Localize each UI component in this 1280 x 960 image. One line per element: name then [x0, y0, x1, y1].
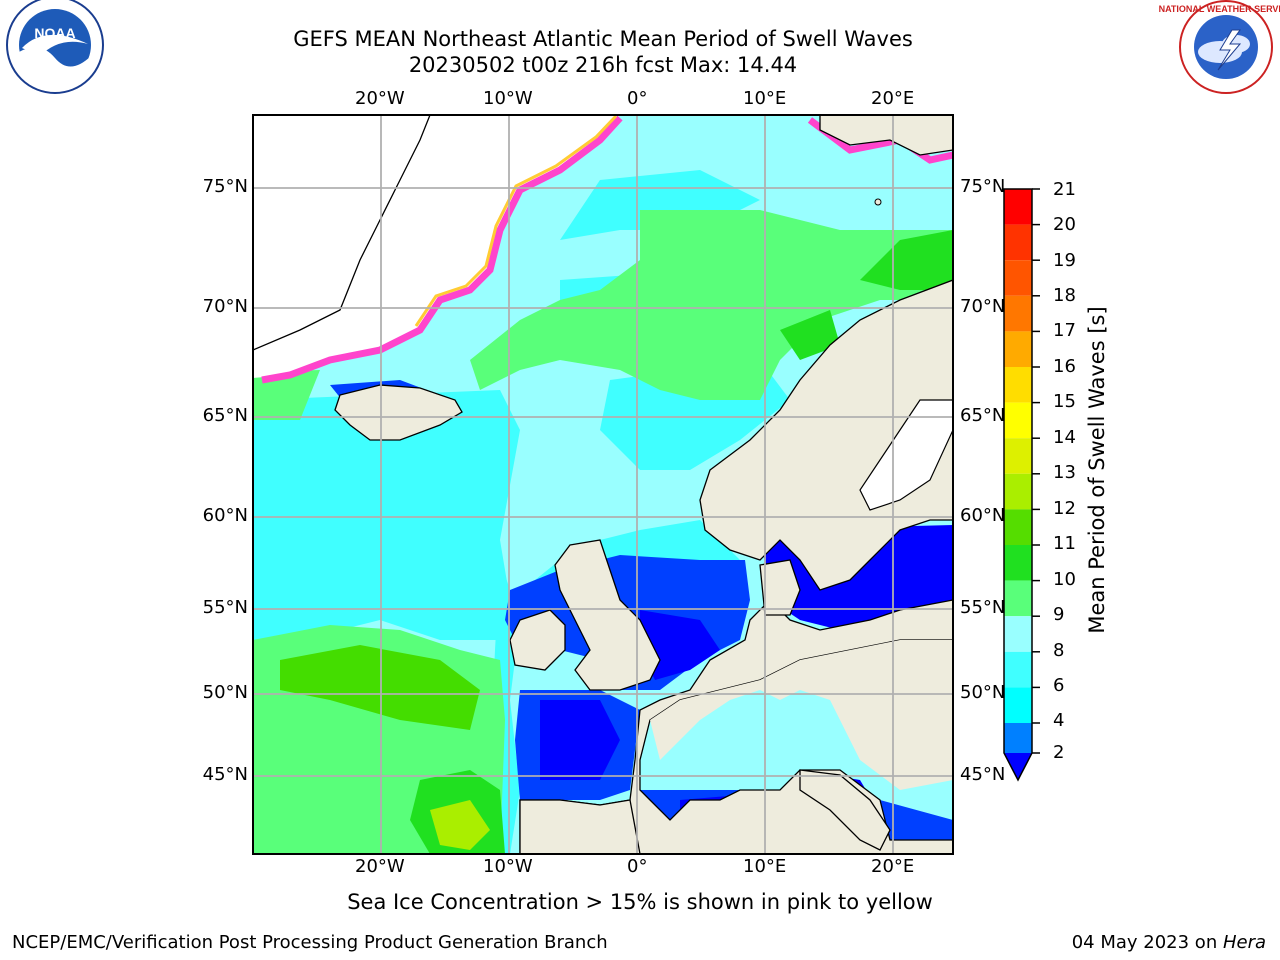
swell-9-10-region-north: [470, 210, 953, 400]
lat-label-70n-right: 70°N: [960, 296, 1006, 317]
colorbar-tick-19: 19: [1053, 250, 1076, 271]
lon-label-20e-top: 20°E: [871, 88, 915, 109]
swell-12-13-region-south: [430, 800, 490, 850]
map-panel: [253, 115, 953, 854]
svalbard-land: [819, 115, 953, 156]
colorbar-tick-12: 12: [1053, 498, 1076, 519]
graticule: [253, 115, 953, 854]
sea-ice-caption: Sea Ice Concentration > 15% is shown in …: [347, 890, 933, 914]
colorbar-tick-10: 10: [1053, 569, 1076, 590]
lat-label-60n-left: 60°N: [202, 505, 248, 526]
lat-label-45n-left: 45°N: [202, 764, 248, 785]
colorbar-tick-15: 15: [1053, 391, 1076, 412]
colorbar-tick-8: 8: [1053, 640, 1065, 661]
colorbar-tick-9: 9: [1053, 604, 1065, 625]
lon-label-20w-top: 20°W: [355, 88, 405, 109]
svg-text:NOAA: NOAA: [34, 25, 75, 41]
lat-label-75n-left: 75°N: [202, 176, 248, 197]
colorbar-tick-18: 18: [1053, 285, 1076, 306]
lon-label-10e-bottom: 10°E: [743, 856, 787, 877]
sea-ice-edge-greenland: [261, 115, 623, 384]
colorbar-label: Mean Period of Swell Waves [s]: [1085, 306, 1109, 634]
lat-label-45n-right: 45°N: [960, 764, 1006, 785]
colorbar-tick-17: 17: [1053, 320, 1076, 341]
lon-label-20e-bottom: 20°E: [871, 856, 915, 877]
noaa-logo: NOAA: [6, 0, 104, 94]
greenland-coastline: [253, 115, 431, 351]
finland-ice: [859, 399, 953, 511]
footer-credit: NCEP/EMC/Verification Post Processing Pr…: [12, 932, 608, 953]
map-frame: [252, 114, 954, 855]
great-britain-land: [554, 539, 661, 691]
colorbar-tick-20: 20: [1053, 214, 1076, 235]
map-subtitle: 20230502 t00z 216h fcst Max: 14.44: [408, 53, 798, 77]
lat-label-75n-right: 75°N: [960, 176, 1006, 197]
italy-land: [799, 769, 891, 851]
footer-date: 04 May 2023 on Hera: [1072, 932, 1266, 953]
swell-9-10-region-greenland-coast: [253, 370, 320, 420]
lon-label-20w-bottom: 20°W: [355, 856, 405, 877]
sea-ice-edge-greenland-yellow: [414, 115, 618, 327]
lon-label-0-top: 0°: [627, 88, 648, 109]
lon-label-0-bottom: 0°: [627, 856, 648, 877]
swell-under-2-north-sea: [640, 610, 720, 680]
lat-label-55n-right: 55°N: [960, 597, 1006, 618]
colorbar-tick-4: 4: [1053, 710, 1065, 731]
svg-text:NATIONAL WEATHER SERVICE: NATIONAL WEATHER SERVICE: [1159, 4, 1280, 14]
swell-10-11-region-coast: [780, 310, 840, 360]
nws-logo: NATIONAL WEATHER SERVICE: [1159, 0, 1280, 94]
colorbar-tick-6: 6: [1053, 675, 1065, 696]
lat-label-50n-right: 50°N: [960, 682, 1006, 703]
lat-label-50n-left: 50°N: [202, 682, 248, 703]
lon-label-10w-bottom: 10°W: [483, 856, 533, 877]
swell-6-8-region-1: [253, 390, 740, 650]
ireland-land: [509, 609, 566, 671]
iceland-land: [334, 384, 463, 441]
map-title: GEFS MEAN Northeast Atlantic Mean Period…: [293, 27, 913, 51]
lat-label-60n-right: 60°N: [960, 505, 1006, 526]
footer-host: Hera: [1222, 932, 1266, 953]
lon-label-10w-top: 10°W: [483, 88, 533, 109]
colorbar: [1003, 188, 1040, 782]
colorbar-tick-21: 21: [1053, 179, 1076, 200]
colorbar-tick-14: 14: [1053, 427, 1076, 448]
swell-10-11-region-southwest: [280, 645, 480, 730]
scandinavia-land: [699, 279, 953, 591]
footer-date-text: 04 May 2023 on: [1071, 932, 1223, 953]
iberia-land: [519, 799, 641, 854]
colorbar-tick-16: 16: [1053, 356, 1076, 377]
lat-label-65n-right: 65°N: [960, 405, 1006, 426]
lat-label-55n-left: 55°N: [202, 597, 248, 618]
lat-label-70n-left: 70°N: [202, 296, 248, 317]
colorbar-tick-11: 11: [1053, 533, 1076, 554]
swell-10-11-region-north: [860, 230, 953, 290]
colorbar-tick-13: 13: [1053, 462, 1076, 483]
lon-label-10e-top: 10°E: [743, 88, 787, 109]
colorbar-tick-2: 2: [1053, 742, 1065, 763]
swell-under-2-biscay: [540, 700, 620, 780]
lat-label-65n-left: 65°N: [202, 405, 248, 426]
